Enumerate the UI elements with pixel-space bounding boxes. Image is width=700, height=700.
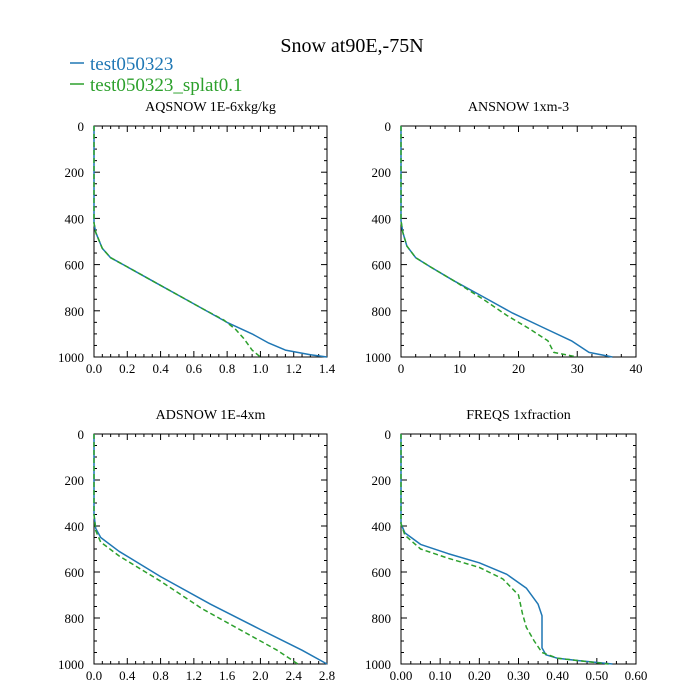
x-tick-label: 0.20 xyxy=(468,668,491,683)
panels: AQSNOW 1E-6xkg/kg 0.0 0.2 0.4 0.6 0.8 1.0 1.2 1.… xyxy=(58,100,647,683)
series-line-test050323 xyxy=(400,126,613,358)
x-tick-label: 10 xyxy=(453,361,466,376)
x-tick-label: 0.2 xyxy=(119,361,135,376)
x-tick-label: 0.60 xyxy=(625,668,648,683)
x-tick-label: 0.6 xyxy=(186,361,203,376)
x-tick-label: 0.8 xyxy=(219,361,235,376)
y-tick-label: 200 xyxy=(372,165,392,180)
legend-item: test050323 xyxy=(70,54,173,75)
plot-frame xyxy=(93,125,328,358)
y-tick-label: 200 xyxy=(65,165,85,180)
legend-item: test050323_splat0.1 xyxy=(70,75,243,96)
panel-adsnow: ADSNOW 1E-4xm 0.0 0.4 0.8 1.2 1.6 2.0 2.4 2.8 0 20… xyxy=(58,408,335,683)
x-tick-label: 1.0 xyxy=(252,361,268,376)
y-tick-label: 600 xyxy=(65,565,85,580)
x-tick-label: 0.0 xyxy=(86,361,102,376)
x-tick-label: 1.4 xyxy=(319,361,336,376)
series-line-test050323-splat0-1 xyxy=(93,126,261,358)
panel-aqsnow: AQSNOW 1E-6xkg/kg 0.0 0.2 0.4 0.6 0.8 1.0 1.2 1.… xyxy=(58,100,336,376)
x-tick-label: 30 xyxy=(571,361,584,376)
y-tick-label: 400 xyxy=(65,211,85,226)
legend-label: test050323_splat0.1 xyxy=(90,75,243,96)
x-tick-label: 0.4 xyxy=(152,361,169,376)
y-tick-label: 0 xyxy=(385,427,392,442)
y-tick-label: 1000 xyxy=(58,657,84,672)
y-tick-label: 800 xyxy=(372,304,392,319)
y-tick-label: 600 xyxy=(372,258,392,273)
y-tick-label: 400 xyxy=(65,519,85,534)
panel-freqs: FREQS 1xfraction 0.00 0.10 0.20 0.30 0.40 0.50… xyxy=(365,408,647,683)
series-line-test050323 xyxy=(93,126,328,358)
y-tick-label: 0 xyxy=(78,427,85,442)
y-tick-label: 0 xyxy=(78,119,85,134)
panel-title: ANSNOW 1xm-3 xyxy=(468,100,569,115)
series-line-test050323 xyxy=(93,434,328,665)
x-tick-label: 0.10 xyxy=(429,668,452,683)
y-tick-label: 0 xyxy=(385,119,392,134)
y-tick-label: 200 xyxy=(372,473,392,488)
x-tick-label: 0.00 xyxy=(390,668,413,683)
legend: test050323 test050323_splat0.1 xyxy=(70,54,243,96)
y-tick-label: 800 xyxy=(65,304,85,319)
series-line-test050323-splat0-1 xyxy=(400,434,609,665)
legend-label: test050323 xyxy=(90,54,173,75)
x-tick-label: 1.6 xyxy=(219,668,236,683)
y-tick-label: 600 xyxy=(65,258,85,273)
y-tick-label: 800 xyxy=(372,611,392,626)
panel-title: AQSNOW 1E-6xkg/kg xyxy=(145,100,276,115)
panel-title: FREQS 1xfraction xyxy=(466,408,571,423)
y-tick-label: 1000 xyxy=(365,350,391,365)
x-tick-label: 0.0 xyxy=(86,668,102,683)
y-tick-label: 400 xyxy=(372,211,392,226)
x-tick-label: 40 xyxy=(630,361,643,376)
x-tick-label: 0.50 xyxy=(585,668,608,683)
y-tick-label: 1000 xyxy=(58,350,84,365)
y-tick-label: 400 xyxy=(372,519,392,534)
y-tick-label: 1000 xyxy=(365,657,391,672)
x-tick-label: 0.40 xyxy=(546,668,569,683)
plot-frame xyxy=(93,433,328,665)
y-tick-label: 600 xyxy=(372,565,392,580)
x-tick-label: 20 xyxy=(512,361,525,376)
y-tick-label: 800 xyxy=(65,611,85,626)
x-tick-label: 0 xyxy=(398,361,405,376)
x-tick-label: 0.8 xyxy=(152,668,168,683)
x-tick-label: 1.2 xyxy=(286,361,302,376)
panel-title: ADSNOW 1E-4xm xyxy=(156,408,266,423)
x-tick-label: 2.0 xyxy=(252,668,268,683)
x-tick-label: 0.4 xyxy=(119,668,136,683)
chart-title: Snow at90E,-75N xyxy=(280,35,423,57)
x-tick-label: 0.30 xyxy=(507,668,530,683)
series-line-test050323 xyxy=(400,434,613,665)
x-tick-label: 1.2 xyxy=(186,668,202,683)
x-tick-label: 2.8 xyxy=(319,668,335,683)
x-tick-label: 2.4 xyxy=(286,668,303,683)
y-tick-label: 200 xyxy=(65,473,85,488)
series-line-test050323-splat0-1 xyxy=(93,434,299,665)
series-line-test050323-splat0-1 xyxy=(400,126,578,358)
